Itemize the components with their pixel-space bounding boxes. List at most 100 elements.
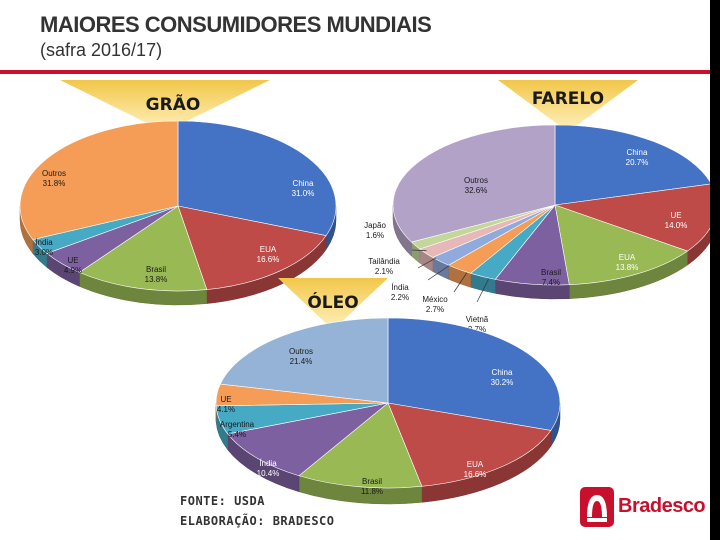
slice-value: 3.0% (35, 248, 53, 257)
title-tab-grao (60, 80, 270, 132)
slice-value: 16.6% (257, 255, 280, 264)
slice-value: 30.2% (491, 378, 514, 387)
pie-farelo: China 20.7% UE 14.0% EUA 13.8% Brasil 7.4% Vietn… (364, 80, 710, 334)
slice-value: 7.4% (542, 278, 560, 287)
slide-subtitle: (safra 2016/17) (40, 40, 163, 60)
slice-outros (19, 120, 179, 240)
slice-brasil (78, 205, 208, 292)
slice-label-brasil: Brasil 11.8% (361, 477, 383, 496)
footer-notes: FONTE: USDA ELABORAÇÃO: BRADESCO (180, 491, 335, 531)
slice-label-brasil: Brasil 13.8% (145, 265, 168, 284)
slice-name: México (422, 295, 448, 304)
slice-value: 32.6% (465, 186, 488, 195)
slice-label-vietna: Vietnã 2.7% (466, 315, 489, 334)
slice-value: 13.8% (145, 275, 168, 284)
slice-value: 11.8% (361, 487, 383, 496)
slice-label-tailandia: Tailândia 2.1% (368, 257, 400, 276)
slice-brasil (298, 402, 423, 489)
slice-label-eua: EUA 16.6% (257, 245, 280, 264)
slice-value: 2.7% (426, 305, 444, 314)
slice-name: Tailândia (368, 257, 400, 266)
slice-label-ue: UE 4.1% (217, 395, 235, 414)
elaboration-note: ELABORAÇÃO: BRADESCO (180, 514, 335, 528)
slice-eua (554, 204, 689, 286)
slice-name: EUA (619, 253, 636, 262)
slice-name: UE (670, 211, 681, 220)
slice-name: China (293, 179, 314, 188)
slice-name: Outros (42, 169, 66, 178)
title-tab-farelo (498, 80, 638, 132)
pie-side-farelo (392, 204, 710, 300)
slice-name: China (492, 368, 513, 377)
slice-label-china: China 31.0% (292, 179, 315, 198)
slice-name: UE (67, 256, 78, 265)
slice-label-ue: UE 4.9% (64, 256, 82, 275)
slice-value: 31.8% (43, 179, 66, 188)
slice-value: 2.2% (391, 293, 409, 302)
side-border (710, 0, 720, 540)
slice-name: Brasil (146, 265, 166, 274)
slice-name: Índia (259, 459, 277, 468)
source-note: FONTE: USDA (180, 494, 265, 508)
slice-label-japao: Japão 1.6% (364, 221, 386, 240)
slice-label-argentina: Argentina 5.4% (220, 420, 255, 439)
slice-eua (387, 402, 552, 487)
chart-title-farelo: FARELO (532, 89, 604, 109)
slice-label-ue: UE 14.0% (665, 211, 688, 230)
slice-ue (554, 183, 710, 252)
slice-value: 4.1% (217, 405, 235, 414)
pie-side-oleo (215, 402, 561, 505)
chart-title-oleo: ÓLEO (307, 291, 358, 313)
slice-label-brasil: Brasil 7.4% (541, 268, 561, 287)
slice-value: 10.4% (257, 469, 280, 478)
slice-label-eua: EUA 13.8% (616, 253, 639, 272)
slice-name: Índia (35, 238, 53, 247)
slice-value: 21.4% (290, 357, 313, 366)
slice-china (177, 120, 337, 236)
slice-label-mexico: México 2.7% (422, 295, 448, 314)
slice-name: EUA (260, 245, 277, 254)
slice-value: 31.0% (292, 189, 315, 198)
slice-value: 2.1% (375, 267, 393, 276)
slice-name: Brasil (362, 477, 382, 486)
slice-label-outros: Outros 21.4% (289, 347, 313, 366)
leader-line-india (427, 265, 450, 281)
slice-label-outros: Outros 32.6% (464, 176, 488, 195)
slice-name: UE (220, 395, 231, 404)
slice-name: Brasil (541, 268, 561, 277)
slice-value: 16.6% (464, 470, 487, 479)
slice-label-india: Índia 10.4% (257, 459, 280, 478)
bradesco-logo: Bradesco (580, 485, 706, 531)
pie-oleo: China 30.2%EUA 16.6%Brasil 11.8%Índia 10.4%A… (215, 278, 561, 505)
slice-value: 5.4% (228, 430, 246, 439)
slice-name: Vietnã (466, 315, 489, 324)
title-tab-oleo (278, 278, 388, 330)
slice-value: 2.7% (468, 325, 486, 334)
pie-grao: China 31.0% EUA 16.6% Brasil 13.8% UE 4.9% Índia… (19, 80, 337, 306)
slice-value: 4.9% (64, 266, 82, 275)
slice-outros (219, 317, 389, 404)
slice-label-china: China 20.7% (626, 148, 649, 167)
slice-outros (392, 124, 556, 243)
slice-label-china: China 30.2% (491, 368, 514, 387)
slice-value: 20.7% (626, 158, 649, 167)
slice-value: 13.8% (616, 263, 639, 272)
slide-title: MAIORES CONSUMIDORES MUNDIAIS (40, 12, 432, 37)
slice-china (554, 124, 710, 206)
slice-label-india: Índia 3.0% (35, 238, 53, 257)
slice-name: Argentina (220, 420, 255, 429)
slice-name: EUA (467, 460, 484, 469)
slice-value: 14.0% (665, 221, 688, 230)
slice-name: Índia (391, 283, 409, 292)
slice-label-eua: EUA 16.6% (464, 460, 487, 479)
title-underline (0, 70, 710, 74)
slice-name: China (627, 148, 648, 157)
slice-india (227, 402, 389, 477)
leader-line-vietna (476, 279, 489, 303)
slice-name: Outros (464, 176, 488, 185)
leader-line-mexico (453, 272, 468, 293)
slice-name: Outros (289, 347, 313, 356)
slice-label-outros: Outros 31.8% (42, 169, 66, 188)
slice-eua (177, 205, 327, 290)
